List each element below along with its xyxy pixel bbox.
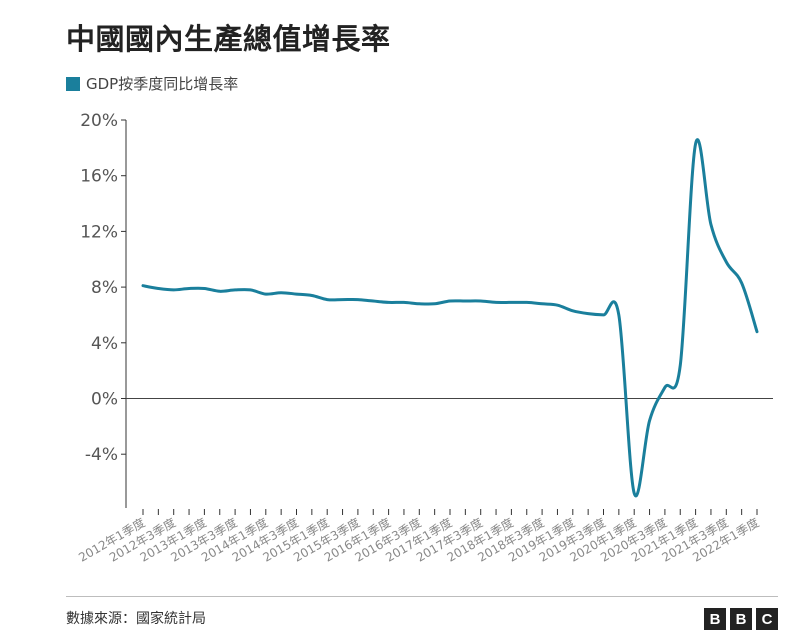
y-tick-label: 8% — [91, 278, 118, 298]
data-point — [418, 303, 420, 305]
data-point — [679, 364, 681, 366]
data-point — [587, 312, 589, 314]
data-point — [510, 301, 512, 303]
data-point — [433, 303, 435, 305]
y-tick-label: 12% — [80, 222, 118, 242]
y-tick-label: 16% — [80, 167, 118, 187]
data-point — [526, 301, 528, 303]
bbc-logo-letter: B — [704, 608, 726, 630]
data-point — [464, 300, 466, 302]
data-point — [618, 314, 620, 316]
data-point — [602, 314, 604, 316]
y-tick-label: 0% — [91, 390, 118, 410]
y-tick-label: -4% — [85, 445, 118, 465]
data-point — [541, 303, 543, 305]
data-point — [372, 300, 374, 302]
legend: GDP按季度同比增長率 — [66, 73, 238, 94]
data-point — [710, 223, 712, 225]
data-point — [203, 287, 205, 289]
data-point — [664, 386, 666, 388]
data-point — [756, 331, 758, 333]
data-point — [480, 300, 482, 302]
y-tick-label: 4% — [91, 334, 118, 354]
legend-swatch — [66, 76, 80, 91]
data-point — [633, 492, 635, 494]
gdp-growth-series-line — [141, 138, 759, 498]
data-point — [740, 282, 742, 284]
data-point — [648, 420, 650, 422]
bbc-logo: B B C — [704, 608, 778, 630]
data-point — [188, 287, 190, 289]
data-point — [311, 294, 313, 296]
data-point — [387, 301, 389, 303]
data-point — [234, 289, 236, 291]
y-tick-label: 20% — [80, 111, 118, 131]
data-point — [265, 293, 267, 295]
legend-label: GDP按季度同比增長率 — [86, 75, 239, 93]
data-point — [157, 287, 159, 289]
data-point — [572, 310, 574, 312]
data-point — [249, 289, 251, 291]
data-point — [556, 304, 558, 306]
data-point — [326, 298, 328, 300]
chart-title: 中國國內生產總值增長率 — [66, 22, 391, 56]
data-point — [694, 143, 696, 145]
bbc-logo-letter: C — [756, 608, 778, 630]
data-point — [495, 301, 497, 303]
data-point — [357, 298, 359, 300]
data-point — [219, 290, 221, 292]
data-point — [449, 300, 451, 302]
bbc-logo-letter: B — [730, 608, 752, 630]
data-point — [142, 285, 144, 287]
data-point — [341, 298, 343, 300]
data-point — [403, 301, 405, 303]
data-point — [173, 289, 175, 291]
source-note: 數據來源：國家統計局 — [66, 611, 206, 627]
data-point — [280, 292, 282, 294]
data-point — [295, 293, 297, 295]
footer-divider — [66, 596, 778, 597]
data-point — [725, 261, 727, 263]
